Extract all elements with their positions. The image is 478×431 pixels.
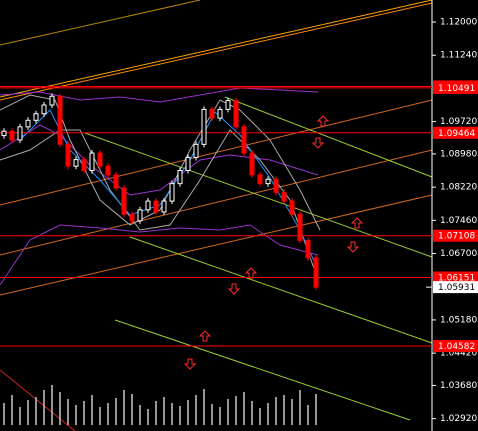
candle-body [129, 213, 135, 222]
candle-body [33, 113, 39, 121]
envelope-upper [0, 94, 321, 231]
up-arrow [350, 217, 364, 229]
candle-body [97, 152, 103, 167]
level-label-box [433, 340, 478, 353]
last-price-box [433, 281, 478, 294]
y-tick-label: 1.04420 [440, 349, 477, 359]
down-arrow [183, 358, 197, 370]
candle-body [25, 119, 31, 128]
candle-body [9, 130, 15, 141]
candle-body [193, 143, 199, 158]
level-label-box [433, 81, 478, 94]
down-arrow [227, 283, 241, 295]
y-tick-label: 1.11240 [440, 51, 477, 61]
candle-body [265, 178, 271, 185]
channel-line [84, 132, 433, 258]
candle-body [1, 130, 7, 137]
candle-body [145, 200, 151, 211]
y-tick-label: 1.07460 [440, 216, 477, 226]
bollinger-lower [0, 224, 319, 286]
channel-line [114, 319, 411, 421]
level-label: 1.06151 [438, 274, 475, 284]
channel-line [129, 236, 433, 344]
level-label-box [433, 126, 478, 139]
arrows [183, 115, 364, 370]
level-label-box [433, 271, 478, 284]
down-arrow [346, 241, 360, 253]
y-tick-label: 1.09720 [440, 117, 477, 127]
y-tick-label: 1.12000 [440, 18, 477, 28]
candle-body [249, 152, 255, 176]
candle-body [169, 183, 175, 202]
candle-body [257, 174, 263, 185]
candle-body [65, 143, 71, 167]
down-arrow [311, 137, 325, 149]
candle-body [201, 108, 207, 145]
candle-body [105, 165, 111, 176]
channel-line [0, 2, 433, 101]
candle-body [225, 100, 231, 110]
candle-body [297, 213, 303, 241]
candle-body [185, 156, 191, 172]
candle-body [177, 170, 183, 185]
level-label-box [433, 229, 478, 242]
candle-body [281, 191, 287, 202]
indicator-line [0, 369, 76, 431]
candle-body [209, 108, 215, 119]
candle-body [233, 100, 239, 128]
candle-body [49, 95, 55, 106]
candle-body [73, 159, 79, 167]
up-arrow [316, 115, 330, 127]
level-label: 1.07108 [438, 232, 475, 242]
channel-line [0, 0, 201, 46]
y-tick-label: 1.02920 [440, 414, 477, 424]
y-tick-label: 1.06700 [440, 249, 477, 259]
last-price-label: 1.05931 [438, 283, 475, 293]
candle-body [137, 209, 143, 222]
candle-body [81, 159, 87, 172]
channel-line [224, 96, 433, 178]
candle-body [57, 95, 63, 145]
y-tick-label: 1.05180 [440, 315, 477, 325]
candle-body [121, 187, 127, 215]
candle-body [273, 178, 279, 193]
envelope-lower [0, 129, 319, 281]
y-tick-label: 1.03680 [440, 381, 477, 391]
candle-body [113, 174, 119, 189]
candle-body [305, 239, 311, 259]
candle-body [289, 200, 295, 215]
level-label: 1.09464 [438, 129, 475, 139]
candle-body [241, 126, 247, 154]
candle-body [153, 200, 159, 213]
y-tick-label: 1.08220 [440, 183, 477, 193]
candle-body [89, 152, 95, 172]
channel-line [0, 194, 433, 296]
candle-body [41, 104, 47, 115]
candle-body [313, 257, 319, 288]
level-label: 1.04582 [438, 342, 475, 352]
up-arrow [198, 330, 212, 342]
level-label: 1.10491 [438, 84, 475, 94]
candle-body [17, 126, 23, 141]
channel-line [0, 0, 433, 98]
candle-body [161, 200, 167, 213]
channel-line [0, 149, 433, 256]
y-tick-label: 1.08980 [440, 149, 477, 159]
bollinger-upper [0, 87, 319, 103]
candle-body [217, 108, 223, 119]
